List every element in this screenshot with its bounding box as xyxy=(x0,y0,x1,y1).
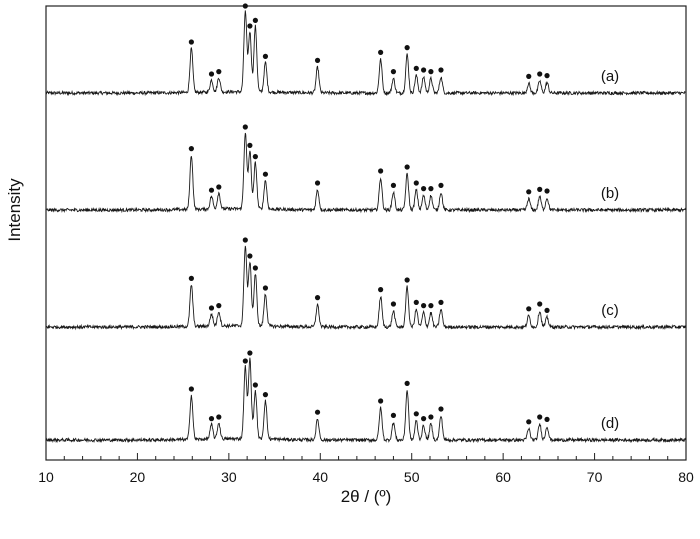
peak-marker xyxy=(544,416,550,422)
peak-marker xyxy=(252,382,258,388)
peak-marker xyxy=(428,414,434,420)
y-axis-title: Intensity xyxy=(5,178,24,242)
peak-marker xyxy=(544,307,550,313)
pattern-line xyxy=(45,132,687,214)
pattern-2: (c) xyxy=(45,237,687,331)
x-tick-label: 80 xyxy=(678,469,694,485)
series-label: (c) xyxy=(601,302,619,319)
peak-marker xyxy=(252,154,258,160)
peak-marker xyxy=(188,275,194,281)
peak-marker xyxy=(262,171,269,177)
peak-marker xyxy=(314,409,321,415)
peak-marker xyxy=(526,419,532,425)
series-label: (b) xyxy=(601,185,619,202)
peak-marker xyxy=(216,303,222,309)
peak-marker xyxy=(537,71,543,77)
peak-marker xyxy=(421,67,427,73)
peak-marker xyxy=(526,306,532,312)
x-tick-label: 70 xyxy=(587,469,603,485)
peak-marker xyxy=(526,73,532,79)
plot-frame xyxy=(45,5,687,461)
peak-marker xyxy=(428,69,434,75)
peak-marker xyxy=(537,301,543,307)
peak-marker xyxy=(404,164,410,170)
pattern-0: (a) xyxy=(45,3,687,97)
peak-marker xyxy=(421,416,427,422)
x-tick-label: 10 xyxy=(38,469,54,485)
series-layer: (a) (b) (c) (d) xyxy=(45,3,687,444)
peak-marker xyxy=(390,412,397,418)
peak-marker xyxy=(413,65,419,71)
peak-marker xyxy=(526,189,532,195)
peak-marker xyxy=(537,414,543,420)
peak-marker xyxy=(242,124,248,130)
peak-marker xyxy=(390,182,397,188)
x-tick-label: 20 xyxy=(130,469,146,485)
peak-marker xyxy=(188,386,194,392)
peak-marker xyxy=(378,49,384,56)
peak-marker xyxy=(242,3,248,9)
peak-marker xyxy=(252,265,258,271)
peak-marker xyxy=(208,71,215,77)
peak-marker xyxy=(413,180,419,186)
peak-marker xyxy=(247,253,253,259)
peak-marker xyxy=(537,186,543,192)
peak-marker xyxy=(404,277,410,283)
peak-marker xyxy=(378,398,384,404)
x-axis: 10 20 30 40 50 60 70 80 xyxy=(38,453,694,485)
peak-marker xyxy=(438,299,444,305)
peak-marker xyxy=(262,392,269,398)
x-tick-label: 60 xyxy=(495,469,511,485)
peak-marker xyxy=(404,380,410,386)
series-label: (d) xyxy=(601,415,619,432)
peak-marker xyxy=(252,17,258,23)
peak-marker xyxy=(428,186,434,192)
x-tick-label: 40 xyxy=(312,469,328,485)
peak-marker xyxy=(428,303,434,309)
x-tick-label: 30 xyxy=(221,469,237,485)
peak-marker xyxy=(188,39,194,45)
peak-marker xyxy=(247,142,253,148)
peak-marker xyxy=(421,303,427,309)
peak-marker xyxy=(208,187,215,193)
peak-marker xyxy=(247,23,253,29)
peak-marker xyxy=(378,168,384,174)
pattern-line xyxy=(45,10,687,97)
peak-marker xyxy=(262,53,269,60)
peak-marker xyxy=(216,414,222,420)
peak-marker xyxy=(262,285,269,291)
peak-marker xyxy=(314,180,321,186)
peak-marker xyxy=(413,411,419,417)
peak-marker xyxy=(413,299,419,305)
peak-marker xyxy=(216,184,222,190)
x-tick-label: 50 xyxy=(404,469,420,485)
x-axis-title: 2θ / (º) xyxy=(341,487,392,506)
peak-marker xyxy=(208,416,215,422)
peak-marker xyxy=(314,295,321,301)
peak-marker xyxy=(247,350,253,356)
pattern-1: (b) xyxy=(45,124,687,214)
peak-marker xyxy=(404,45,410,51)
peak-marker xyxy=(438,406,444,412)
pattern-line xyxy=(45,245,687,331)
peak-marker xyxy=(378,287,384,293)
peak-marker xyxy=(242,237,248,243)
peak-marker xyxy=(544,73,550,79)
pattern-3: (d) xyxy=(45,350,687,444)
peak-marker xyxy=(421,186,427,192)
peak-marker xyxy=(390,69,397,75)
pattern-line xyxy=(45,357,687,444)
peak-marker xyxy=(544,188,550,194)
peak-marker xyxy=(438,67,444,73)
peak-marker xyxy=(438,182,444,188)
series-label: (a) xyxy=(601,68,619,85)
peak-marker xyxy=(242,358,248,364)
peak-marker xyxy=(188,146,194,152)
peak-marker xyxy=(314,57,321,64)
peak-marker xyxy=(216,69,222,75)
peak-marker xyxy=(208,305,215,311)
peak-marker xyxy=(390,301,397,307)
